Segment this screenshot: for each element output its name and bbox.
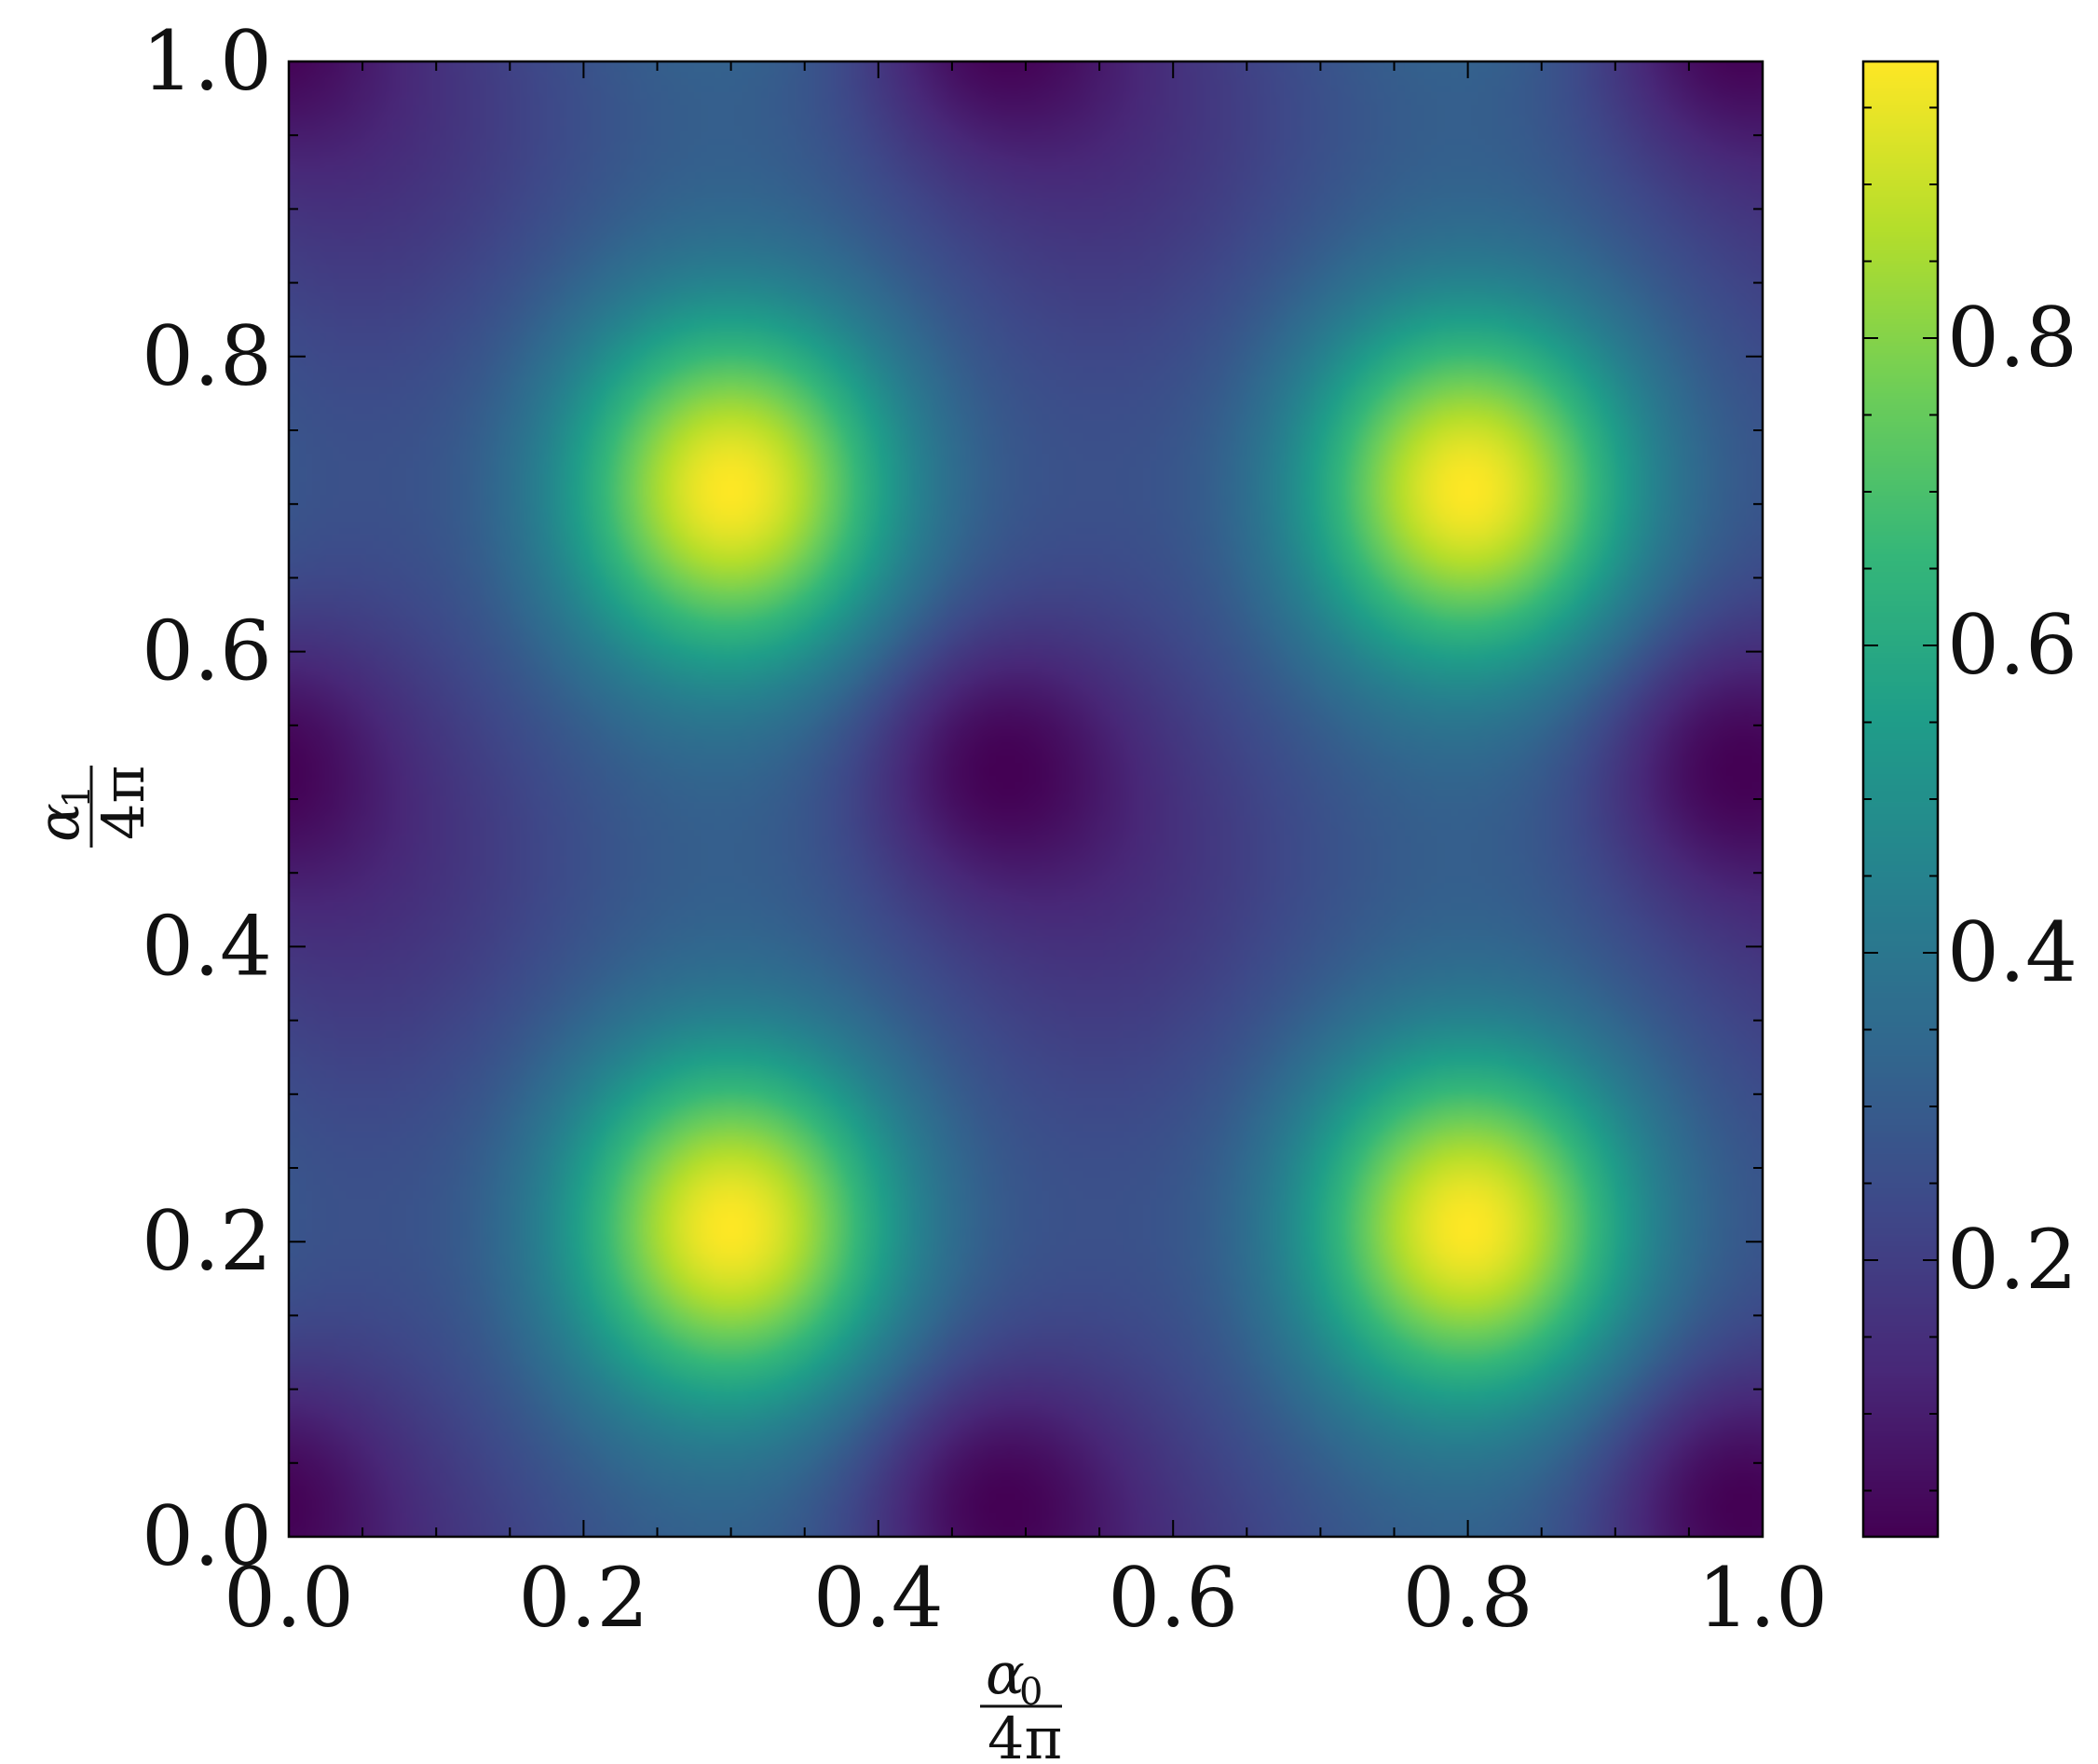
x-tick-label: 0.8 [1403, 1550, 1533, 1646]
colorbar-tick-labels: 0.2 0.4 0.6 0.8 [1947, 290, 2078, 1308]
colorbar-tick-label: 0.6 [1947, 597, 2078, 693]
colorbar-tick-label: 0.8 [1947, 290, 2078, 386]
y-tick-label: 0.2 [142, 1193, 272, 1289]
y-axis-tick-labels: 0.0 0.2 0.4 0.6 0.8 1.0 [142, 13, 272, 1584]
y-axis-label-symbol: α [24, 803, 92, 842]
x-tick-label: 0.6 [1108, 1550, 1238, 1646]
heatmap-raster [289, 61, 1763, 1537]
x-axis-tick-labels: 0.0 0.2 0.4 0.6 0.8 1.0 [224, 1550, 1828, 1646]
y-tick-label: 0.4 [142, 898, 272, 994]
y-axis-ticks [289, 61, 1763, 1538]
x-axis-label-denominator: 4π [988, 1704, 1062, 1764]
x-axis-label-symbol: α [986, 1639, 1025, 1707]
heatmap-image [289, 61, 1763, 1537]
x-axis-ticks [288, 61, 1764, 1537]
y-tick-label: 0.6 [142, 604, 272, 699]
y-tick-label: 0.8 [142, 308, 272, 404]
colorbar [1863, 61, 1938, 1537]
y-axis-label: α 1 4π [24, 766, 157, 848]
x-tick-label: 0.4 [813, 1550, 944, 1646]
colorbar-ticks [1863, 106, 1938, 1492]
x-tick-label: 0.2 [518, 1550, 648, 1646]
y-tick-label: 0.0 [142, 1488, 272, 1584]
colorbar-tick-label: 0.4 [1947, 904, 2078, 1000]
x-axis-label: α 0 4π [980, 1639, 1062, 1764]
y-tick-label: 1.0 [142, 13, 272, 109]
colorbar-gradient [1863, 61, 1938, 1537]
x-tick-label: 0.0 [224, 1550, 354, 1646]
y-axis-label-denominator: 4π [89, 766, 157, 840]
colorbar-tick-label: 0.2 [1947, 1212, 2078, 1308]
x-tick-label: 1.0 [1697, 1550, 1828, 1646]
